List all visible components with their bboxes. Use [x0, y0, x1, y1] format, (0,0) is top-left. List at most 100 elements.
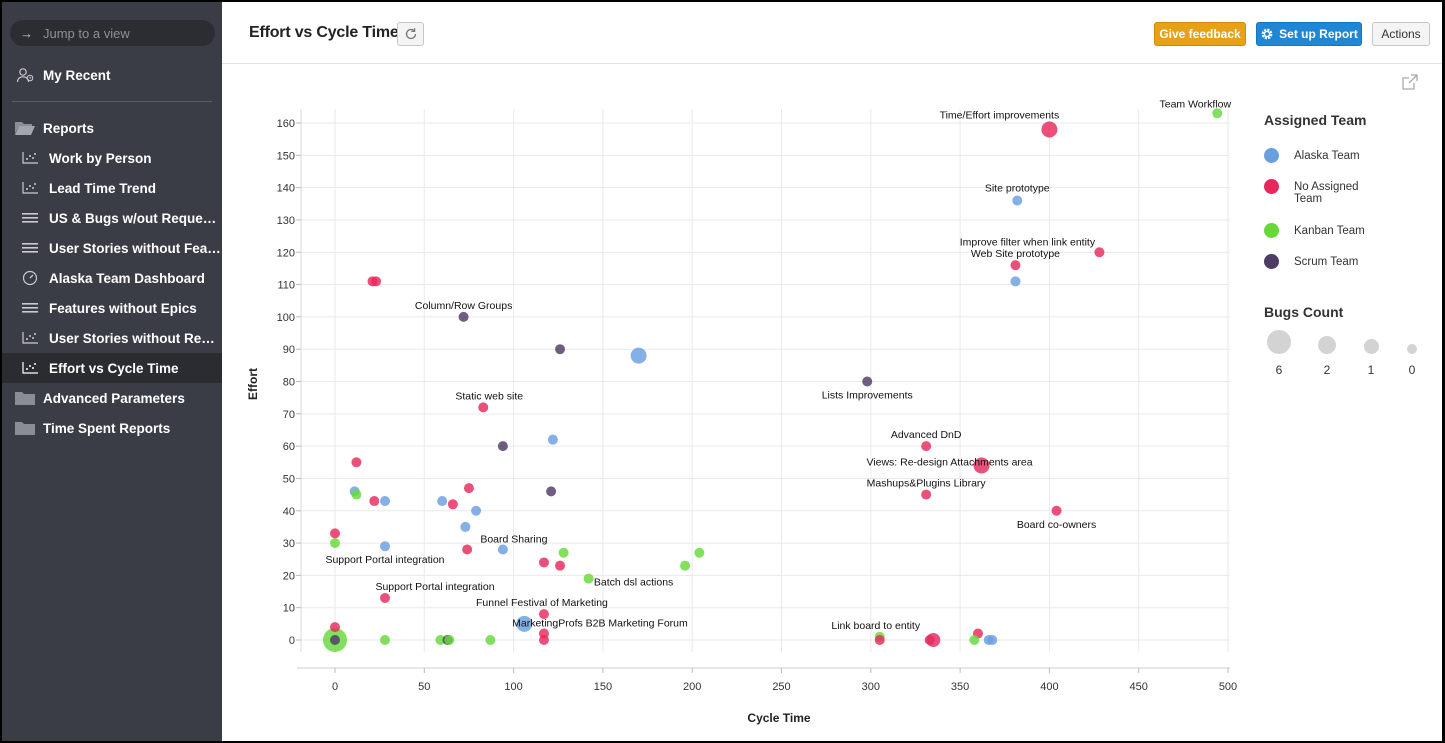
sidebar-item-us-bugs-without-requests[interactable]: US & Bugs w/out Requests	[2, 203, 222, 233]
y-tick-label: 140	[277, 183, 295, 195]
legend-label: No Assigned Team	[1294, 181, 1359, 205]
sidebar-item-alaska-team-dashboard[interactable]: Alaska Team Dashboard	[2, 263, 222, 293]
sidebar-item-label: My Recent	[43, 67, 111, 83]
legend-label: Alaska Team	[1294, 150, 1360, 162]
data-point	[1094, 247, 1105, 258]
bugs-size-0: 0	[1397, 330, 1427, 377]
arrow-right-icon: →	[20, 25, 33, 41]
size-circle	[1363, 339, 1379, 354]
set-up-report-label: Set up Report	[1279, 27, 1358, 41]
refresh-button[interactable]	[397, 22, 424, 46]
data-point	[435, 635, 446, 645]
legend-dot	[1264, 254, 1279, 269]
recent-user-icon	[14, 67, 36, 83]
data-point	[1212, 108, 1223, 119]
x-tick-label: 350	[951, 681, 969, 693]
legend-label: Kanban Team	[1294, 225, 1365, 237]
x-tick-label: 100	[504, 681, 522, 693]
scatter-chart: 0 10 20 30 40 50 60 70 80 90 100 110 120 130 140 150 160…	[246, 98, 1237, 725]
bugs-value: 6	[1275, 363, 1283, 377]
set-up-report-button[interactable]: Set up Report	[1256, 22, 1362, 46]
sidebar-item-user-stories-without-features[interactable]: User Stories without Features	[2, 233, 222, 263]
chart-icon	[21, 332, 39, 344]
sidebar-item-my-recent[interactable]: My Recent	[2, 60, 222, 90]
point-label: Batch dsl actions	[594, 577, 673, 589]
bugs-value: 1	[1367, 363, 1375, 377]
sidebar-item-user-stories-without-requests[interactable]: User Stories without Requests	[2, 323, 222, 353]
sidebar-folder-time-spent-reports[interactable]: Time Spent Reports	[2, 413, 222, 443]
sidebar-item-label: Alaska Team Dashboard	[49, 270, 205, 286]
sidebar-item-features-without-epics[interactable]: Features without Epics	[2, 293, 222, 323]
legend-item-scrum[interactable]: Scrum Team	[1264, 254, 1374, 269]
data-point	[987, 635, 998, 645]
chart-icon	[21, 362, 39, 374]
point-label: Site prototype	[985, 183, 1050, 195]
point-label: Board co-owners	[1017, 519, 1096, 531]
external-link-icon[interactable]	[1401, 73, 1419, 96]
data-point	[921, 489, 932, 500]
legend-item-no-team[interactable]: No Assigned Team	[1264, 179, 1374, 205]
x-tick-label: 450	[1130, 681, 1148, 693]
data-point	[380, 592, 391, 603]
actions-button[interactable]: Actions	[1372, 22, 1430, 46]
x-tick-label: 150	[594, 681, 612, 693]
data-point	[330, 622, 340, 633]
data-point	[547, 434, 558, 445]
point-label: Board Sharing	[480, 534, 547, 546]
size-circle	[1267, 330, 1291, 354]
point-label: Link board to entity	[831, 620, 920, 632]
point-label: Views: Re-design Attachments area	[866, 457, 1032, 469]
y-tick-label: 60	[283, 441, 295, 453]
data-point	[924, 635, 935, 645]
data-point	[1010, 260, 1021, 271]
jump-placeholder: Jump to a view	[43, 25, 130, 41]
refresh-icon	[405, 28, 416, 40]
list-icon	[21, 242, 39, 254]
folder-icon	[14, 390, 36, 406]
data-point	[516, 615, 533, 632]
give-feedback-button[interactable]: Give feedback	[1154, 22, 1246, 46]
bugs-value: 0	[1408, 363, 1416, 377]
sidebar-folder-reports[interactable]: Reports	[2, 113, 222, 143]
data-point	[471, 505, 482, 516]
legend-item-kanban[interactable]: Kanban Team	[1264, 223, 1374, 238]
y-tick-label: 110	[277, 280, 295, 292]
legend-item-alaska[interactable]: Alaska Team	[1264, 148, 1374, 163]
x-tick-label: 0	[332, 681, 338, 693]
point-label: Improve filter when link entity	[960, 236, 1096, 248]
jump-to-view-input[interactable]: → Jump to a view	[10, 20, 215, 46]
data-point	[546, 486, 557, 497]
data-point	[555, 344, 566, 355]
sidebar-item-work-by-person[interactable]: Work by Person	[2, 143, 222, 173]
point-label: Mashups&Plugins Library	[867, 478, 987, 490]
data-point	[447, 499, 458, 510]
x-tick-label: 250	[772, 681, 790, 693]
data-point	[921, 441, 932, 452]
sidebar-item-effort-vs-cycle-time[interactable]: Effort vs Cycle Time	[2, 353, 222, 383]
legend-dot	[1264, 179, 1279, 194]
y-tick-label: 0	[289, 635, 295, 647]
sidebar-item-label: Effort vs Cycle Time	[49, 360, 179, 376]
chart-icon	[21, 152, 39, 164]
sidebar-item-lead-time-trend[interactable]: Lead Time Trend	[2, 173, 222, 203]
data-point	[538, 609, 549, 620]
data-point	[380, 496, 391, 507]
sidebar: → Jump to a view My Recent Reports Work …	[2, 2, 222, 741]
y-tick-label: 130	[277, 215, 295, 227]
bugs-value: 2	[1323, 363, 1331, 377]
sidebar-folder-advanced-parameters[interactable]: Advanced Parameters	[2, 383, 222, 413]
data-point	[538, 635, 549, 645]
report-header: Effort vs Cycle Time Give feedback Set u…	[222, 2, 1442, 64]
sidebar-item-label: User Stories without Features	[49, 240, 221, 256]
data-point	[380, 541, 391, 552]
data-point	[458, 311, 469, 322]
y-tick-label: 30	[283, 538, 295, 550]
point-label: Support Portal integration	[325, 554, 444, 566]
data-point	[330, 538, 340, 549]
legend-label: Scrum Team	[1294, 256, 1359, 268]
data-point	[460, 521, 471, 532]
y-tick-label: 90	[283, 344, 295, 356]
data-point	[351, 457, 362, 468]
list-icon	[21, 212, 39, 224]
size-circle	[1407, 344, 1417, 354]
